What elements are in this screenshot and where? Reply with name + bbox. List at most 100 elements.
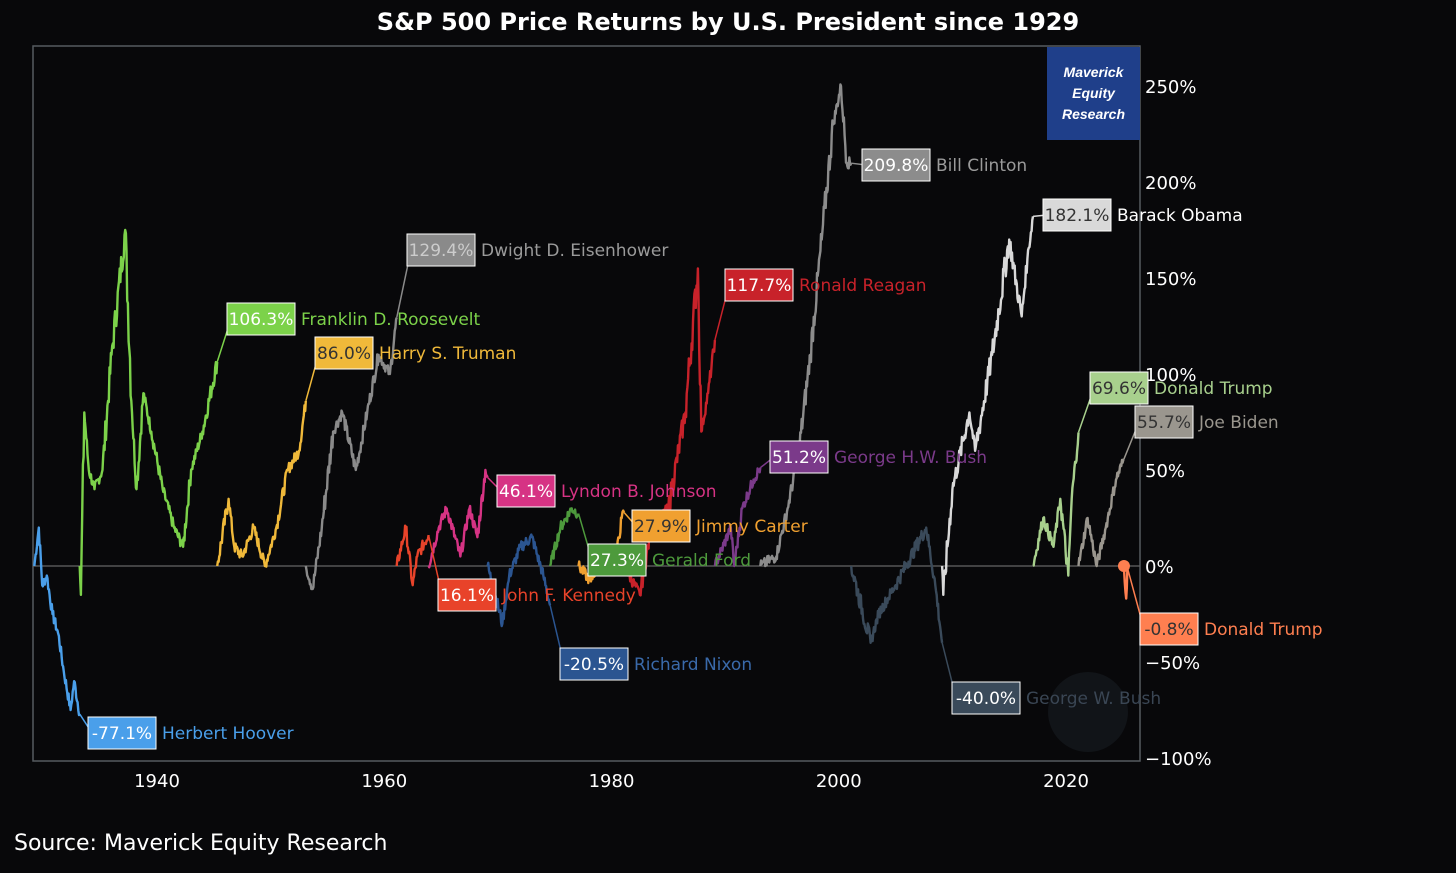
current-marker [1117, 560, 1130, 572]
series-line [940, 216, 1035, 596]
label-value: 182.1% [1045, 206, 1110, 226]
chart-title: S&P 500 Price Returns by U.S. President … [376, 8, 1080, 36]
series-line [1077, 458, 1125, 568]
label-president-name: Dwight D. Eisenhower [481, 241, 668, 261]
series-label: 27.9% Jimmy Carter [623, 509, 808, 543]
series-label: 117.7% Ronald Reagan [714, 268, 926, 341]
label-value: 51.2% [772, 448, 826, 468]
series-line [33, 526, 81, 717]
label-president-name: Richard Nixon [634, 655, 752, 675]
series-label: 16.1% John F. Kennedy [427, 534, 636, 612]
label-president-name: Donald Trump [1204, 620, 1323, 640]
label-value-box [437, 578, 497, 612]
plot-area [32, 45, 1141, 762]
label-value: 69.6% [1092, 379, 1146, 399]
series-line [427, 468, 489, 569]
label-value: 129.4% [409, 241, 474, 261]
label-president-name: Ronald Reagan [799, 276, 926, 296]
label-value-box [724, 268, 794, 302]
label-president-name: Harry S. Truman [379, 344, 516, 364]
x-tick-label: 2000 [816, 771, 862, 792]
label-value-box [1134, 405, 1194, 439]
label-president-name: Gerald Ford [652, 551, 751, 571]
y-tick-label: 0% [1145, 557, 1174, 578]
label-value: 27.9% [634, 517, 688, 537]
y-tick-label: 200% [1145, 173, 1196, 194]
label-value: -40.0% [956, 689, 1016, 709]
series-line [78, 228, 219, 596]
x-tick-label: 1940 [134, 771, 180, 792]
label-value: 117.7% [727, 276, 792, 296]
source-note: Source: Maverick Equity Research [14, 831, 388, 856]
label-value: 209.8% [864, 156, 929, 176]
label-president-name: Herbert Hoover [162, 724, 294, 744]
x-tick-label: 2020 [1043, 771, 1089, 792]
logo: Maverick Equity Research [1047, 47, 1140, 140]
label-value-box [496, 474, 556, 508]
label-president-name: Donald Trump [1154, 379, 1273, 399]
series-line [713, 467, 762, 568]
series-line [304, 317, 398, 591]
series-label: 209.8% Bill Clinton [851, 148, 1027, 182]
series-label: -20.5% Richard Nixon [549, 605, 752, 681]
series-label: 27.3% Gerald Ford [577, 513, 751, 577]
watermark-icon [1048, 672, 1128, 752]
label-value: 106.3% [229, 310, 294, 330]
label-value-box [587, 543, 647, 577]
series-line [1032, 432, 1080, 577]
x-tick-label: 1980 [589, 771, 635, 792]
label-president-name: Franklin D. Roosevelt [301, 310, 480, 330]
label-value-box [406, 233, 476, 267]
label-value: -20.5% [564, 655, 624, 675]
series-label: 51.2% George H.W. Bush [759, 440, 987, 474]
label-value: 55.7% [1137, 413, 1191, 433]
series-line [548, 507, 580, 567]
label-value-box [1139, 612, 1199, 646]
series-label: 106.3% Franklin D. Roosevelt [216, 302, 480, 363]
y-tick-label: 50% [1145, 461, 1185, 482]
series-line [1122, 565, 1129, 600]
label-value-box [87, 716, 157, 750]
label-value-box [769, 440, 829, 474]
series-label: -0.8% Donald Trump [1126, 567, 1323, 646]
label-value: 16.1% [440, 586, 494, 606]
label-president-name: Lyndon B. Johnson [561, 482, 717, 502]
label-value: -0.8% [1144, 620, 1193, 640]
series-label: -40.0% George W. Bush [941, 642, 1161, 715]
series-label: 86.0% Harry S. Truman [305, 336, 516, 402]
y-tick-label: −50% [1145, 653, 1200, 674]
label-value: 46.1% [499, 482, 553, 502]
series-line [759, 83, 853, 568]
series-label: 55.7% Joe Biden [1123, 405, 1279, 460]
label-president-name: George W. Bush [1026, 689, 1161, 709]
series-label: 129.4% Dwight D. Eisenhower [396, 233, 668, 318]
label-value: -77.1% [92, 724, 152, 744]
label-value-box [1042, 198, 1112, 232]
label-value-box [951, 681, 1021, 715]
label-value-box [861, 148, 931, 182]
label-president-name: Bill Clinton [936, 156, 1027, 176]
label-value-box [314, 336, 374, 370]
series-line [395, 524, 430, 587]
series-line [622, 267, 717, 597]
label-president-name: Jimmy Carter [695, 517, 808, 537]
label-president-name: John F. Kennedy [501, 586, 636, 606]
series-line [486, 533, 552, 628]
y-tick-label: 100% [1145, 365, 1196, 386]
y-tick-label: 250% [1145, 77, 1196, 98]
label-value-box [559, 647, 629, 681]
label-value-box [1089, 371, 1149, 405]
series-label: 46.1% Lyndon B. Johnson [487, 474, 717, 508]
label-value-box [226, 302, 296, 336]
label-value: 86.0% [317, 344, 371, 364]
label-president-name: Joe Biden [1198, 413, 1279, 433]
series-line [850, 526, 944, 644]
series-label: 69.6% Donald Trump [1077, 371, 1273, 433]
label-value: 27.3% [590, 551, 644, 571]
y-tick-label: −100% [1145, 749, 1212, 770]
label-president-name: George H.W. Bush [834, 448, 987, 468]
label-president-name: Barack Obama [1117, 206, 1243, 226]
label-value-box [631, 509, 691, 543]
series-label: -77.1% Herbert Hoover [79, 713, 294, 750]
